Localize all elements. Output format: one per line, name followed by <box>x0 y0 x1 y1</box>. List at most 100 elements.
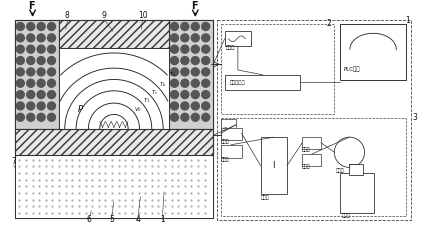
Bar <box>349 164 363 175</box>
Circle shape <box>181 113 189 121</box>
Circle shape <box>191 45 199 53</box>
Circle shape <box>27 22 35 30</box>
Text: 2: 2 <box>327 20 332 29</box>
Bar <box>169 20 213 129</box>
Circle shape <box>191 91 199 99</box>
Circle shape <box>170 34 178 42</box>
Circle shape <box>27 68 35 76</box>
Circle shape <box>202 57 210 64</box>
Circle shape <box>37 113 45 121</box>
Text: 4: 4 <box>136 215 140 224</box>
Text: $T_1$: $T_1$ <box>143 96 150 105</box>
Circle shape <box>170 102 178 110</box>
Circle shape <box>27 57 35 64</box>
Circle shape <box>170 79 178 87</box>
Bar <box>221 128 242 140</box>
Text: PLC控制: PLC控制 <box>344 66 360 72</box>
Text: 7: 7 <box>11 157 16 166</box>
Bar <box>221 24 334 114</box>
Circle shape <box>27 102 35 110</box>
Circle shape <box>170 113 178 121</box>
Circle shape <box>16 79 24 87</box>
Bar <box>340 24 406 80</box>
Circle shape <box>191 113 199 121</box>
Bar <box>261 137 287 194</box>
Circle shape <box>170 68 178 76</box>
Circle shape <box>37 68 45 76</box>
Circle shape <box>191 22 199 30</box>
Bar <box>221 119 236 131</box>
Circle shape <box>27 91 35 99</box>
Circle shape <box>202 79 210 87</box>
Circle shape <box>16 68 24 76</box>
Text: 储液箱: 储液箱 <box>342 213 351 218</box>
Bar <box>225 75 300 90</box>
Circle shape <box>16 22 24 30</box>
Circle shape <box>37 57 45 64</box>
Circle shape <box>37 45 45 53</box>
Text: $T_c$: $T_c$ <box>151 89 158 97</box>
Text: 1: 1 <box>160 215 165 224</box>
Circle shape <box>170 57 178 64</box>
Circle shape <box>48 57 56 64</box>
Text: $T_a$: $T_a$ <box>169 70 177 79</box>
Bar <box>15 129 213 155</box>
Circle shape <box>334 137 365 168</box>
Circle shape <box>48 34 56 42</box>
Circle shape <box>37 22 45 30</box>
Text: △▽: △▽ <box>222 128 228 131</box>
Circle shape <box>202 113 210 121</box>
Circle shape <box>191 57 199 64</box>
Circle shape <box>48 113 56 121</box>
Circle shape <box>181 22 189 30</box>
Bar <box>340 173 374 213</box>
Text: $\mathbf{F}$: $\mathbf{F}$ <box>28 0 36 12</box>
Circle shape <box>48 79 56 87</box>
Circle shape <box>181 68 189 76</box>
Circle shape <box>202 91 210 99</box>
Circle shape <box>191 68 199 76</box>
Text: 储液罐: 储液罐 <box>261 195 269 200</box>
Circle shape <box>16 57 24 64</box>
Text: $\mathbf{F}$: $\mathbf{F}$ <box>190 0 198 12</box>
Text: 液压泵: 液压泵 <box>336 168 345 173</box>
Text: 6: 6 <box>86 215 92 224</box>
Circle shape <box>27 45 35 53</box>
Text: 温度驱动器: 温度驱动器 <box>229 80 245 85</box>
Circle shape <box>202 22 210 30</box>
Circle shape <box>181 45 189 53</box>
Circle shape <box>48 68 56 76</box>
Circle shape <box>170 22 178 30</box>
Circle shape <box>191 79 199 87</box>
Circle shape <box>202 34 210 42</box>
Circle shape <box>48 45 56 53</box>
Text: 9: 9 <box>102 11 107 20</box>
Bar <box>217 20 411 220</box>
Text: $V_0$: $V_0$ <box>134 105 142 114</box>
Text: $T_b$: $T_b$ <box>159 80 166 89</box>
Circle shape <box>48 102 56 110</box>
Bar <box>15 20 59 129</box>
Circle shape <box>48 22 56 30</box>
Text: 1: 1 <box>405 16 410 25</box>
Text: 减压阀: 减压阀 <box>221 139 229 144</box>
Bar <box>221 145 242 158</box>
Bar <box>59 20 169 48</box>
Text: 10: 10 <box>139 11 148 20</box>
Circle shape <box>16 113 24 121</box>
Bar <box>15 155 213 219</box>
Circle shape <box>191 34 199 42</box>
Circle shape <box>27 113 35 121</box>
Circle shape <box>27 79 35 87</box>
Text: 流量计: 流量计 <box>221 157 229 162</box>
Text: 温度计: 温度计 <box>226 45 235 50</box>
Circle shape <box>37 91 45 99</box>
Circle shape <box>37 79 45 87</box>
Circle shape <box>181 34 189 42</box>
Bar <box>302 154 321 165</box>
Bar <box>302 137 321 148</box>
Circle shape <box>37 102 45 110</box>
Text: 3: 3 <box>413 113 418 122</box>
Bar <box>15 20 213 219</box>
Text: 5: 5 <box>109 215 114 224</box>
